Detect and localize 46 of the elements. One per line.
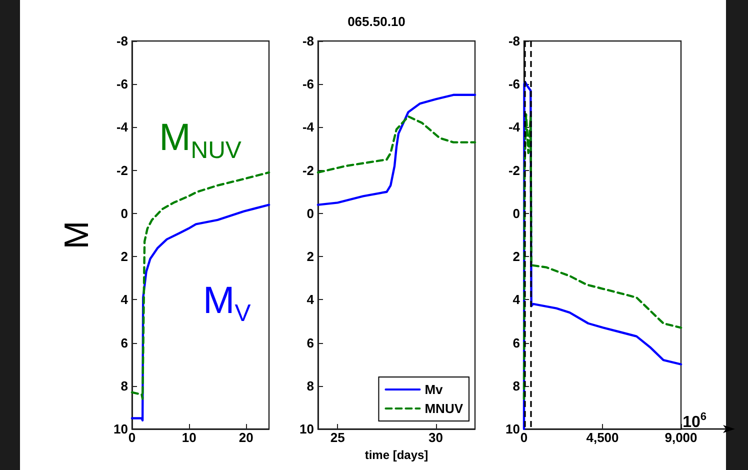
x-tick-label: 4,500 (586, 430, 619, 445)
x-tick-label: 25 (330, 430, 345, 445)
y-tick-label: -4 (302, 120, 315, 135)
y-tick-label: -4 (116, 120, 129, 135)
y-tick-label: 8 (306, 378, 314, 394)
x-axis-title: time [days] (364, 448, 428, 462)
line-series (130, 171, 270, 400)
y-tick-label: -4 (508, 120, 521, 135)
y-tick-label: 8 (512, 378, 520, 394)
y-tick-label: 8 (120, 378, 128, 394)
annotation: M$_{NUV}$ (159, 116, 242, 164)
x-tick-label: 30 (428, 430, 443, 445)
y-tick-label: 2 (512, 249, 520, 264)
y-tick-label: -6 (508, 76, 520, 92)
x-tick-label: 10 (182, 430, 196, 445)
y-tick-label: 6 (512, 335, 520, 350)
annotation: M$_{V}$ (203, 280, 251, 327)
line-series (316, 94, 476, 206)
y-axis-title: M (58, 220, 96, 250)
y-tick-label: 0 (306, 206, 314, 221)
y-tick-label: 0 (120, 206, 128, 221)
y-tick-label: -6 (302, 76, 314, 92)
y-tick-label: -6 (116, 76, 128, 92)
y-tick-label: 2 (120, 249, 128, 264)
y-tick-label: 6 (306, 335, 314, 350)
y-tick-label: 4 (120, 292, 129, 308)
y-tick-label: -8 (116, 34, 128, 48)
legend-label: Mv (424, 382, 444, 397)
y-tick-label: 4 (306, 292, 315, 308)
line-series (522, 113, 682, 400)
y-tick-label: 6 (120, 335, 128, 350)
y-tick-label: 0 (512, 206, 520, 221)
y-tick-label: 4 (512, 292, 521, 308)
line-series (130, 204, 270, 422)
y-tick-label: -2 (116, 162, 128, 178)
text: 10$^{6}$ (682, 410, 706, 431)
y-tick-label: -8 (508, 34, 520, 48)
x-tick-label: 9,000 (664, 430, 698, 445)
y-tick-label: -2 (508, 162, 520, 178)
y-tick-label: -2 (302, 162, 314, 178)
y-tick-label: -8 (302, 34, 314, 48)
legend-label: MNUV (424, 401, 464, 416)
line-series (316, 115, 476, 174)
x-tick-label: 20 (238, 430, 254, 445)
y-tick-label: 2 (306, 249, 314, 264)
chart-title: 065.50.10 (348, 14, 406, 29)
